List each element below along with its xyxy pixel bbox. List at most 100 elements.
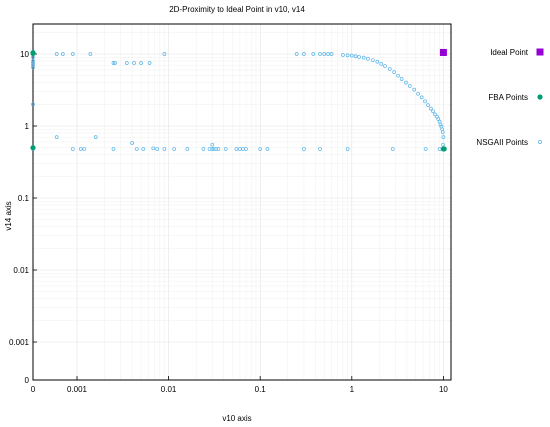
nsgaii-points-marker [407, 84, 412, 88]
nsgaii-points-marker [392, 70, 397, 74]
nsgaii-points-marker [441, 142, 445, 147]
nsgaii-points-marker [151, 146, 156, 151]
nsgaii-points-marker [139, 61, 143, 65]
nsgaii-points-marker [311, 52, 316, 56]
nsgaii-points-marker [429, 106, 433, 111]
nsgaii-points-marker [172, 147, 177, 151]
nsgaii-points-marker [326, 52, 330, 56]
y-tick-label: 0.001 [9, 338, 30, 347]
y-tick-label: 1 [25, 122, 30, 131]
nsgaii-points-marker [396, 73, 400, 78]
nsgaii-points-marker [70, 147, 75, 151]
nsgaii-points-marker [318, 147, 322, 151]
nsgaii-points-marker [329, 52, 334, 56]
nsgaii-points-marker [265, 147, 270, 151]
x-tick-label: 0.1 [255, 385, 267, 394]
nsgaii-points-marker [130, 141, 134, 145]
nsgaii-points-marker [88, 52, 93, 56]
nsgaii-points-marker [371, 58, 375, 63]
x-axis-label: v10 axis [222, 414, 251, 423]
nsgaii-points-marker [234, 147, 239, 151]
x-tick-label: 0.001 [67, 385, 88, 394]
y-tick-label: 0.01 [13, 266, 29, 275]
nsgaii-points-marker [141, 147, 146, 151]
nsgaii-points-marker [82, 147, 87, 151]
nsgaii-points-marker [357, 55, 361, 59]
nsgaii-points-marker [147, 61, 152, 65]
nsgaii-points-marker [419, 95, 424, 100]
nsgaii-points-marker [54, 52, 59, 56]
x-tick-label: 10 [439, 385, 448, 394]
nsgaii-points-marker [70, 52, 75, 56]
axis-ticks: 0 0.001 0.01 0.1 1 10 0 0.001 0.01 0.1 1 10 [9, 50, 448, 394]
nsgaii-points-marker [426, 103, 430, 107]
nsgaii-points-marker [78, 147, 83, 151]
nsgaii-points-marker [111, 61, 116, 65]
nsgaii-points-marker [353, 54, 358, 59]
nsgaii-points-marker [345, 147, 350, 151]
nsgaii-points-marker [318, 52, 322, 56]
nsgaii-points-marker [404, 80, 408, 85]
nsgaii-points-marker [431, 109, 435, 114]
legend-label-ideal-point: Ideal Point [490, 48, 529, 57]
nsgaii-points-marker [423, 147, 428, 151]
nsgaii-points-marker [399, 77, 404, 81]
nsgaii-points-marker [379, 61, 384, 66]
nsgaii-points-marker [423, 99, 427, 104]
nsgaii-points-marker [31, 59, 35, 63]
ideal-point-marker [439, 48, 447, 56]
x-tick-label: 1 [350, 385, 355, 394]
nsgaii-points-marker [31, 102, 35, 107]
legend-label-fba-points: FBA Points [488, 93, 528, 102]
x-tick-label: 0 [31, 385, 36, 394]
nsgaii-points-marker [438, 122, 443, 127]
nsgaii-points-marker [210, 147, 215, 151]
nsgaii-points-marker [223, 147, 228, 151]
nsgaii-points-marker [361, 55, 366, 60]
nsgaii-points-marker [322, 52, 327, 56]
nsgaii-points-marker [31, 65, 35, 70]
fba-points-marker [30, 50, 36, 56]
nsgaii-points-marker [113, 61, 117, 65]
nsgaii-points-marker [387, 67, 392, 71]
nsgaii-points-marker [54, 135, 59, 140]
nsgaii-points-marker [210, 142, 215, 147]
nsgaii-points-marker [93, 135, 98, 140]
nsgaii-points-marker [390, 147, 395, 151]
legend-swatch-nsgaii-points [538, 140, 542, 144]
nsgaii-points-marker [216, 147, 221, 151]
nsgaii-points-marker [214, 147, 218, 151]
nsgaii-points-marker [185, 147, 190, 151]
nsgaii-points-marker [31, 63, 35, 68]
nsgaii-points-marker [366, 56, 370, 61]
nsgaii-points-marker [211, 147, 216, 151]
nsgaii-points-marker [375, 59, 380, 64]
x-tick-label: 0.01 [161, 385, 177, 394]
nsgaii-points-marker [383, 64, 387, 68]
nsgaii-points-marker [341, 53, 345, 57]
fba-points-marker [441, 146, 447, 152]
nsgaii-points-marker [345, 53, 350, 58]
nsgaii-points-marker [134, 147, 139, 151]
nsgaii-points-marker [412, 87, 417, 92]
y-tick-label: 0.1 [18, 194, 30, 203]
nsgaii-points-marker [31, 61, 35, 65]
nsgaii-points-marker [433, 112, 437, 117]
nsgaii-points-marker [416, 91, 420, 96]
nsgaii-points-marker [441, 135, 446, 140]
nsgaii-points-marker [155, 147, 160, 151]
nsgaii-points-marker [132, 61, 136, 65]
plot-frame [32, 23, 452, 381]
chart-title: 2D-Proximity to Ideal Point in v10, v14 [169, 5, 305, 14]
nsgaii-points-marker [258, 147, 263, 151]
nsgaii-points-marker [440, 130, 445, 135]
nsgaii-points-marker [349, 53, 354, 58]
nsgaii-points-marker [302, 147, 306, 151]
data-points [30, 48, 447, 152]
fba-points-marker [30, 145, 36, 151]
legend-swatch-ideal-point [536, 48, 544, 56]
nsgaii-points-marker [201, 147, 206, 151]
nsgaii-points-marker [111, 147, 116, 151]
